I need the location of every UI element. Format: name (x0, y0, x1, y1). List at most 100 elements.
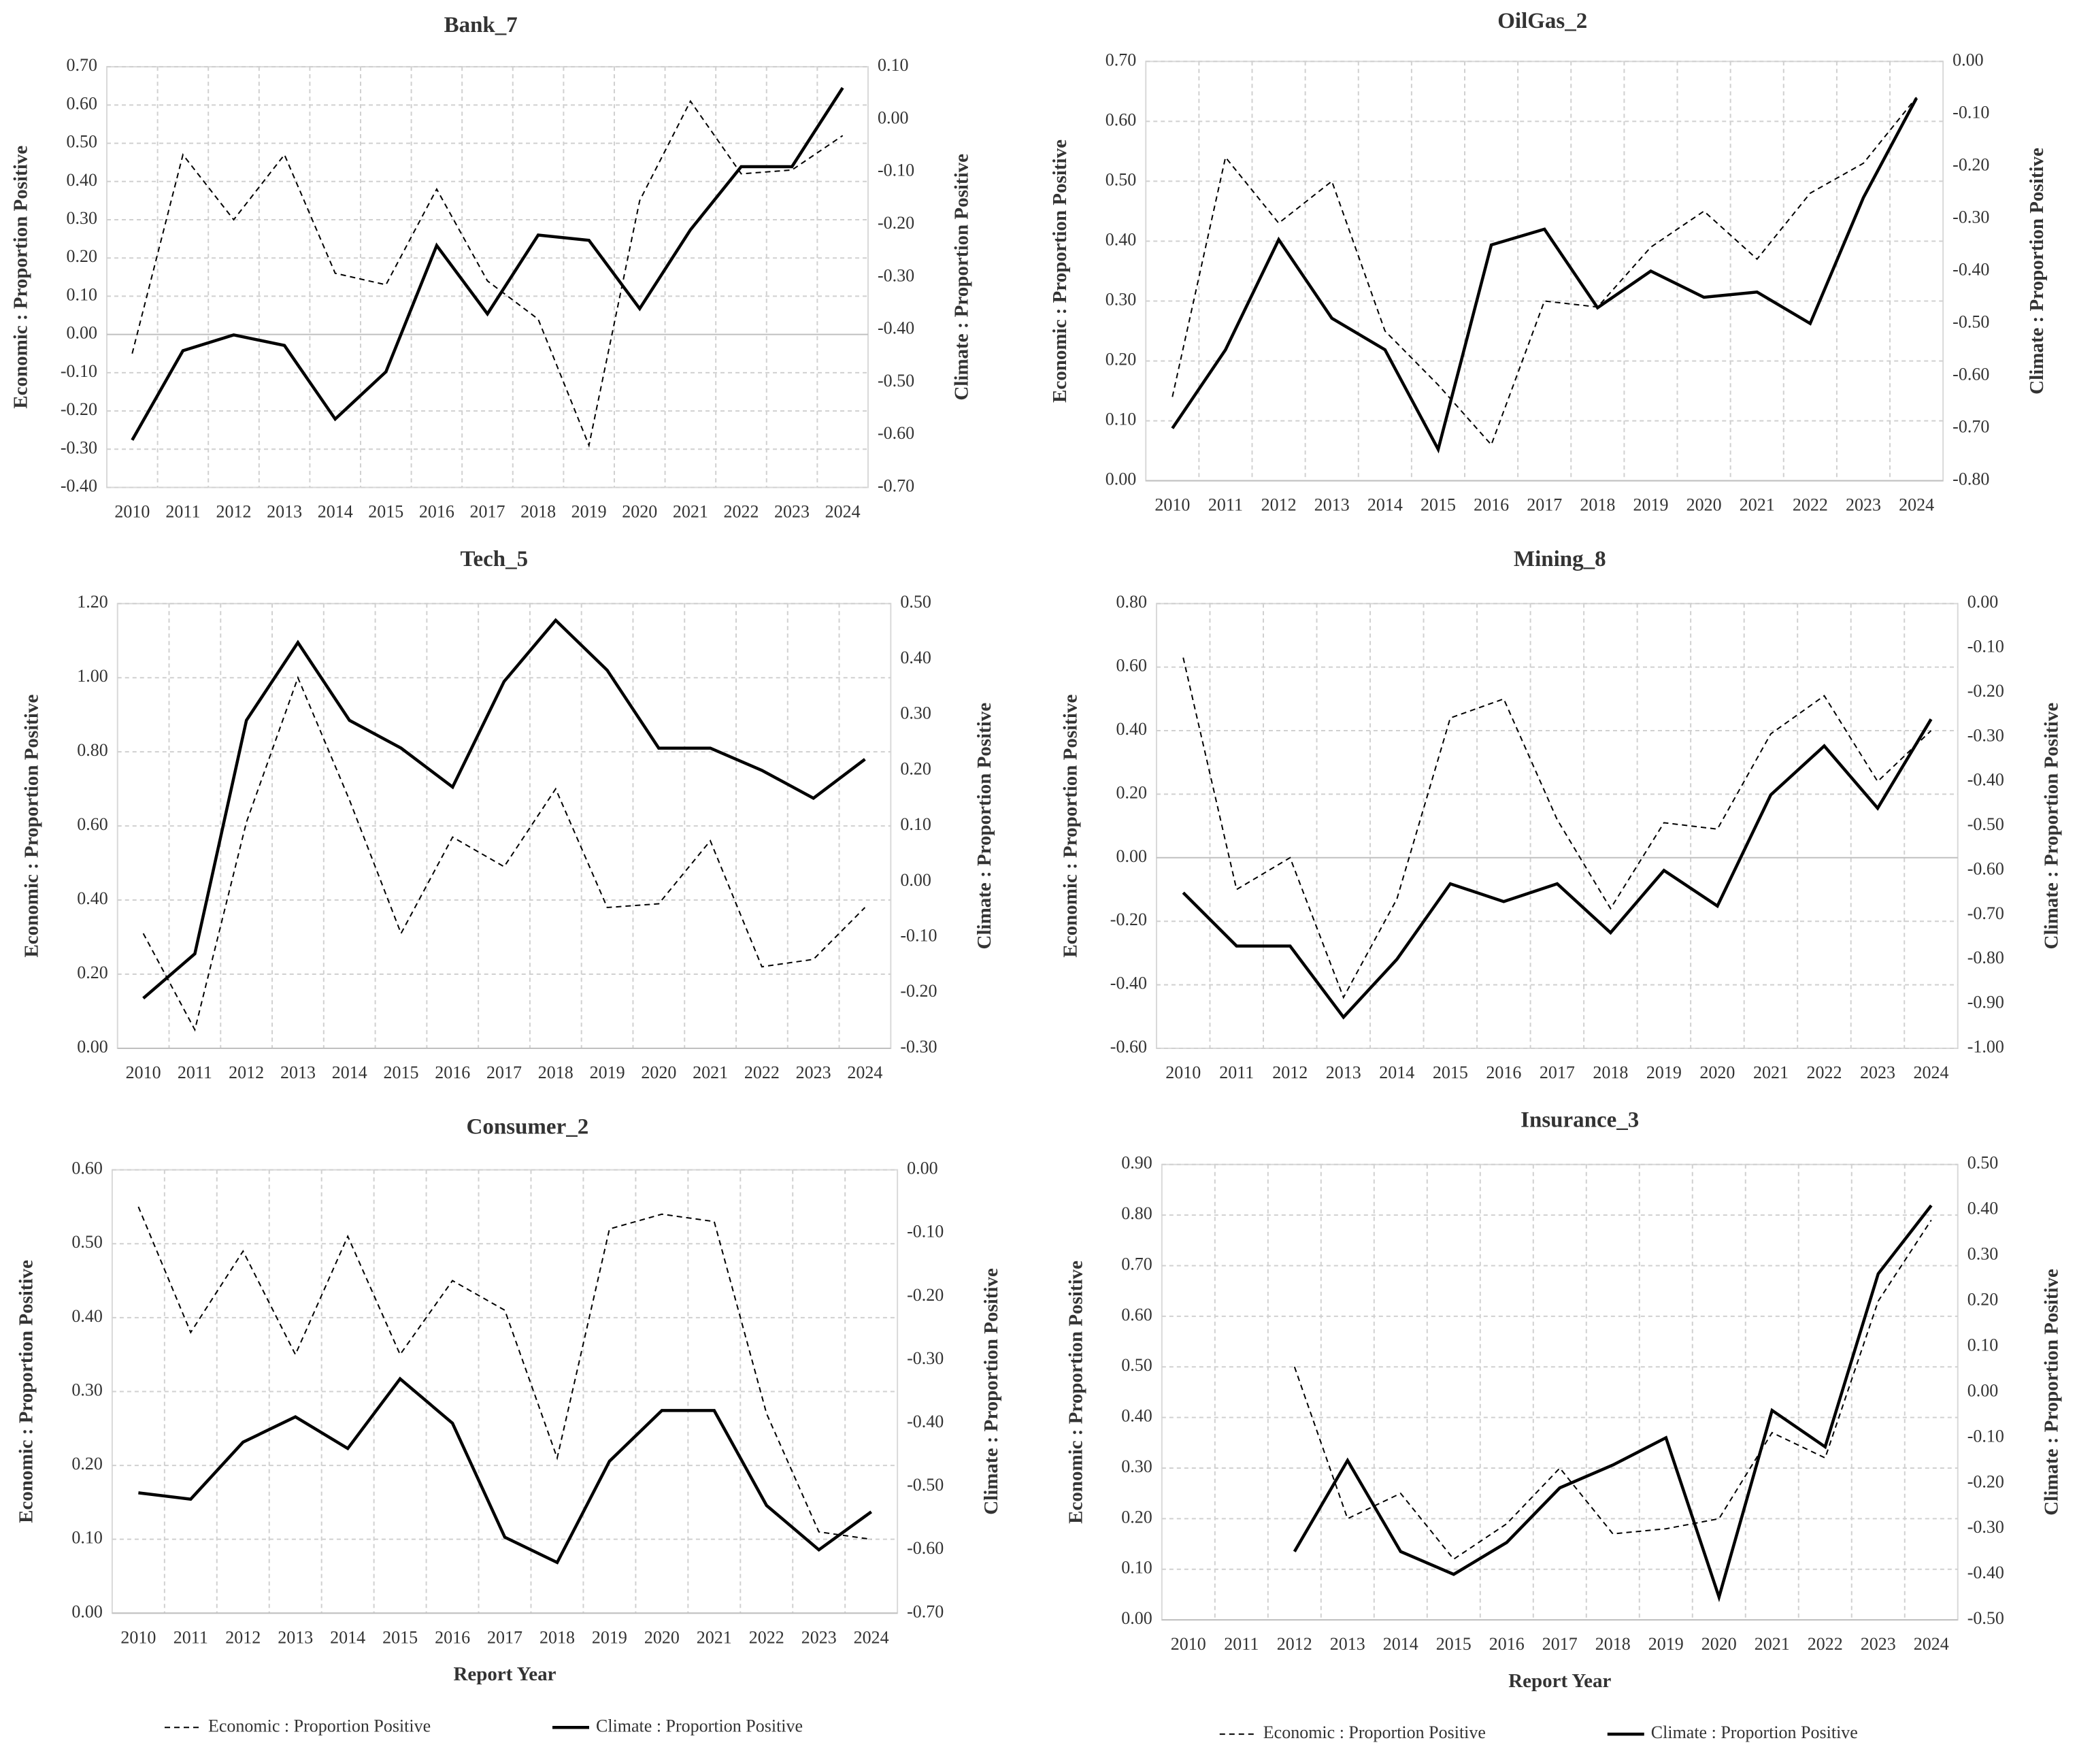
x-tick-label: 2012 (229, 1063, 264, 1082)
x-tick-label: 2012 (225, 1627, 261, 1647)
y2-tick-label: -0.60 (1967, 859, 2004, 878)
subplot: Insurance_3 0.00 0.10 0.20 0.30 0.40 0.50 0.60 0… (1065, 1108, 2062, 1742)
subplot: Bank_7 -0.40 -0.30 -0.20 -0.10 0.00 0.10 0.20 0.… (10, 13, 973, 522)
y2-tick-label: -0.40 (1967, 770, 2004, 790)
y-tick-label: 0.60 (67, 93, 98, 113)
series-line (1171, 97, 1918, 454)
x-tick-label: 2016 (435, 1627, 470, 1647)
y2-axis-label: Climate : Proportion Positive (951, 154, 973, 401)
y2-tick-label: 0.20 (1967, 1290, 1999, 1310)
y-tick-label: -0.30 (61, 437, 97, 457)
x-tick-label: 2020 (1686, 495, 1722, 515)
x-tick-label: 2021 (1755, 1634, 1790, 1654)
x-tick-label: 2023 (1860, 1063, 1895, 1082)
x-tick-label: 2011 (1219, 1063, 1254, 1082)
x-tick-label: 2023 (796, 1063, 831, 1082)
y-tick-label: 0.60 (1116, 656, 1147, 676)
y2-tick-label: 0.30 (900, 703, 931, 723)
y2-tick-label: -0.30 (900, 1037, 937, 1056)
y-tick-label: 0.30 (1121, 1457, 1152, 1476)
y2-tick-label: -0.10 (907, 1222, 944, 1242)
y2-tick-label: 0.00 (907, 1159, 938, 1178)
series-line (1293, 1204, 1933, 1603)
y2-tick-label: 0.10 (1967, 1335, 1999, 1354)
y2-tick-label: -0.70 (1967, 903, 2004, 923)
y-tick-label: 0.80 (1116, 592, 1147, 612)
series-line (137, 1206, 871, 1540)
chart-title: Consumer_2 (467, 1114, 589, 1139)
y2-tick-label: 0.40 (900, 648, 931, 667)
x-tick-label: 2012 (216, 501, 252, 521)
x-tick-label: 2021 (693, 1063, 728, 1082)
x-tick-label: 2013 (1314, 495, 1350, 515)
y2-tick-label: -0.70 (907, 1601, 944, 1621)
x-tick-label: 2013 (280, 1063, 316, 1082)
x-tick-label: 2019 (1633, 495, 1668, 515)
y2-axis-label: Climate : Proportion Positive (974, 703, 995, 950)
legend-label: Economic : Proportion Positive (1263, 1723, 1486, 1742)
y2-tick-label: -1.00 (1967, 1037, 2004, 1056)
y2-tick-label: -0.20 (1967, 681, 2004, 701)
y-tick-label: -0.20 (1110, 910, 1147, 929)
y2-tick-label: -0.10 (878, 161, 914, 180)
series-line (1182, 718, 1933, 1020)
x-tick-label: 2015 (1433, 1063, 1468, 1082)
x-tick-label: 2024 (854, 1627, 889, 1647)
y2-tick-label: -0.50 (907, 1475, 944, 1495)
y2-tick-label: -0.10 (1967, 637, 2004, 656)
y-tick-label: 0.00 (71, 1601, 103, 1621)
y2-tick-label: -0.60 (1952, 365, 1989, 384)
y-tick-label: 0.20 (77, 963, 108, 982)
y2-tick-label: -0.30 (1952, 207, 1989, 227)
x-tick-label: 2014 (332, 1063, 367, 1082)
y2-tick-label: -0.40 (907, 1412, 944, 1431)
y-tick-label: 0.20 (67, 246, 98, 266)
x-tick-label: 2013 (278, 1627, 313, 1647)
series-line (131, 99, 844, 448)
y-tick-label: 0.40 (77, 888, 108, 908)
y2-tick-label: -0.80 (1952, 469, 1989, 489)
series-line (1171, 97, 1917, 446)
x-tick-label: 2014 (1379, 1063, 1414, 1082)
y2-tick-label: -0.10 (1967, 1426, 2004, 1446)
y2-tick-label: 0.50 (1967, 1153, 1999, 1173)
y-tick-label: 0.50 (1121, 1355, 1152, 1375)
y-axis-label: Economic : Proportion Positive (16, 1260, 37, 1523)
y-tick-label: 0.00 (77, 1037, 108, 1056)
y-tick-label: 0.00 (1106, 469, 1137, 489)
x-tick-label: 2022 (1806, 1063, 1842, 1082)
y-tick-label: 0.30 (1106, 289, 1137, 309)
y-tick-label: 0.10 (1121, 1558, 1152, 1578)
y-tick-label: -0.40 (61, 476, 97, 495)
x-tick-label: 2013 (267, 501, 302, 521)
y-axis-label: Economic : Proportion Positive (1060, 695, 1082, 958)
x-tick-label: 2018 (538, 1063, 574, 1082)
y-tick-label: 1.20 (77, 592, 108, 612)
legend-label: Climate : Proportion Positive (596, 1716, 803, 1735)
y2-tick-label: 0.20 (900, 759, 931, 778)
x-tick-label: 2018 (520, 501, 556, 521)
x-tick-label: 2018 (1595, 1634, 1631, 1654)
x-tick-label: 2011 (1208, 495, 1243, 515)
x-tick-label: 2017 (1540, 1063, 1575, 1082)
series-line (131, 86, 844, 442)
y-tick-label: 0.20 (1116, 782, 1147, 802)
y-tick-label: 0.90 (1121, 1153, 1152, 1173)
y-tick-label: 0.50 (1106, 169, 1137, 189)
x-tick-label: 2014 (1367, 495, 1403, 515)
y-tick-label: 0.60 (71, 1159, 103, 1178)
x-tick-label: 2019 (592, 1627, 627, 1647)
y2-axis-label: Climate : Proportion Positive (2040, 1269, 2062, 1516)
x-tick-label: 2020 (622, 501, 657, 521)
y-axis-label: Economic : Proportion Positive (20, 695, 42, 958)
x-tick-label: 2017 (486, 1063, 522, 1082)
y-tick-label: 0.10 (67, 284, 98, 304)
y2-tick-label: 0.10 (900, 814, 931, 834)
y-tick-label: 1.00 (77, 666, 108, 686)
x-tick-label: 2012 (1272, 1063, 1308, 1082)
x-tick-label: 2020 (1701, 1634, 1737, 1654)
x-tick-label: 2019 (1648, 1634, 1684, 1654)
y2-tick-label: -0.50 (878, 371, 914, 390)
x-tick-label: 2020 (644, 1627, 680, 1647)
x-tick-label: 2024 (825, 501, 861, 521)
